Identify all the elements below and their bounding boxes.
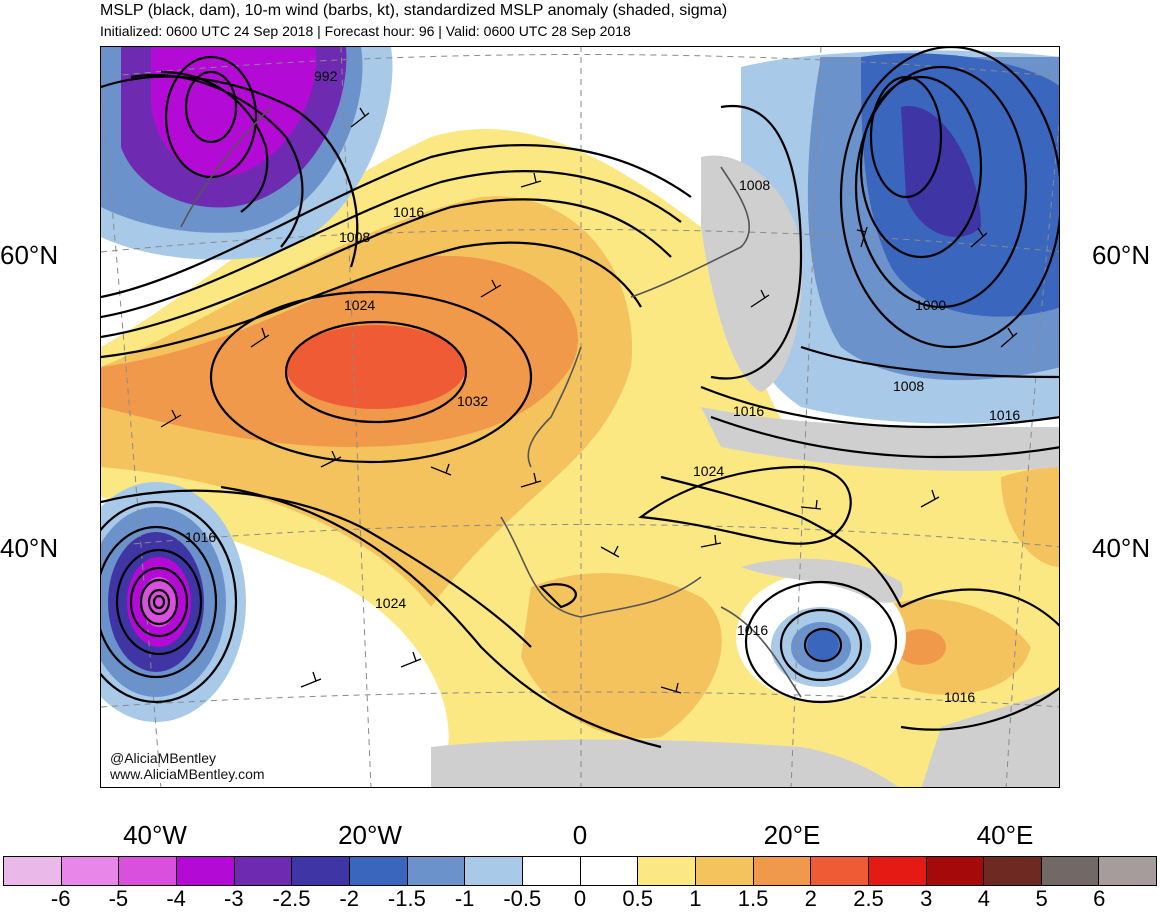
colorbar-swatch <box>753 857 812 885</box>
lat-label-40n: 40°N <box>0 533 59 563</box>
colorbar-swatch <box>580 857 639 885</box>
colorbar-tick-label: -2 <box>339 886 359 911</box>
colorbar-swatch <box>868 857 927 885</box>
contour-label: 1016 <box>944 689 976 705</box>
contour-label: 1016 <box>733 403 765 419</box>
contour-label: 1016 <box>989 407 1021 423</box>
colorbar-tick-label: 3 <box>920 886 933 911</box>
lon-label-0: 0 <box>572 820 588 850</box>
lat-label-40n-right: 40°N <box>1092 533 1151 563</box>
colorbar-swatch <box>407 857 466 885</box>
lat-label-60n-right: 60°N <box>1092 240 1151 270</box>
lon-label-20e: 20°E <box>763 820 821 850</box>
lat-label-60n: 60°N <box>0 240 59 270</box>
credit-website: www.AliciaMBentley.com <box>110 766 265 782</box>
colorbar-tick-label: 1.5 <box>737 886 769 911</box>
map-graphic <box>101 47 1059 787</box>
colorbar-tick-label: 2.5 <box>853 886 884 911</box>
colorbar-swatch <box>119 857 177 885</box>
contour-label: 1008 <box>339 229 371 245</box>
colorbar-swatch <box>1099 857 1157 885</box>
contour-label: 1016 <box>393 204 425 220</box>
colorbar-swatch <box>292 857 350 885</box>
lon-label-40w: 40°W <box>123 820 187 850</box>
colorbar-tick-label: 2 <box>804 886 817 911</box>
colorbar-swatch <box>4 857 62 885</box>
colorbar-swatch <box>638 857 696 885</box>
contour-label: 1024 <box>375 595 407 611</box>
colorbar-swatch <box>926 857 985 885</box>
contour-label: 1016 <box>737 622 769 638</box>
colorbar-swatch <box>465 857 523 885</box>
colorbar-tick-label: -0.5 <box>503 886 542 911</box>
lon-label-20w: 20°W <box>338 820 402 850</box>
contour-label: 1000 <box>915 297 947 313</box>
colorbar-swatch <box>349 857 408 885</box>
colorbar-tick-label: -6 <box>50 886 71 911</box>
contour-label: 1032 <box>457 393 489 409</box>
colorbar-tick-label: 6 <box>1093 886 1106 911</box>
contour-label: 992 <box>314 68 338 84</box>
colorbar-swatch <box>234 857 293 885</box>
colorbar-tick-label: -2.5 <box>272 886 311 911</box>
lon-label-40e: 40°E <box>976 820 1034 850</box>
colorbar-swatch <box>522 857 581 885</box>
colorbar-tick-label: 1 <box>689 886 702 911</box>
colorbar-tick-label: -4 <box>166 886 186 911</box>
colorbar-tick-label: 0 <box>573 886 587 911</box>
colorbar-swatch <box>695 857 754 885</box>
colorbar-tick-label: -5 <box>108 886 129 911</box>
contour-label: 1008 <box>739 177 771 193</box>
colorbar-tick-label: 0.5 <box>622 886 653 911</box>
colorbar-swatch <box>1041 857 1100 885</box>
colorbar-swatch <box>811 857 869 885</box>
colorbar-tick-label: -1.5 <box>387 886 426 911</box>
colorbar-tick-label: -3 <box>224 886 244 911</box>
colorbar-tick-label: 5 <box>1035 886 1048 911</box>
colorbar-swatch <box>61 857 120 885</box>
contour-label: 1024 <box>344 297 376 313</box>
credit-handle: @AliciaMBentley <box>110 750 217 766</box>
weather-map: 992 1016 1008 1024 1032 1016 1024 1008 1… <box>100 46 1060 788</box>
contour-label: 1008 <box>893 378 925 394</box>
contour-label: 1024 <box>693 463 725 479</box>
colorbar-swatch <box>176 857 235 885</box>
chart-title: MSLP (black, dam), 10-m wind (barbs, kt)… <box>100 2 728 19</box>
colorbar-tick-label: -1 <box>454 886 475 911</box>
chart-subtitle: Initialized: 0600 UTC 24 Sep 2018 | Fore… <box>100 23 631 39</box>
contour-label: 1016 <box>185 529 217 545</box>
colorbar-swatch <box>984 857 1042 885</box>
anomaly-colorbar <box>3 856 1157 886</box>
colorbar-tick-label: 4 <box>977 886 991 911</box>
